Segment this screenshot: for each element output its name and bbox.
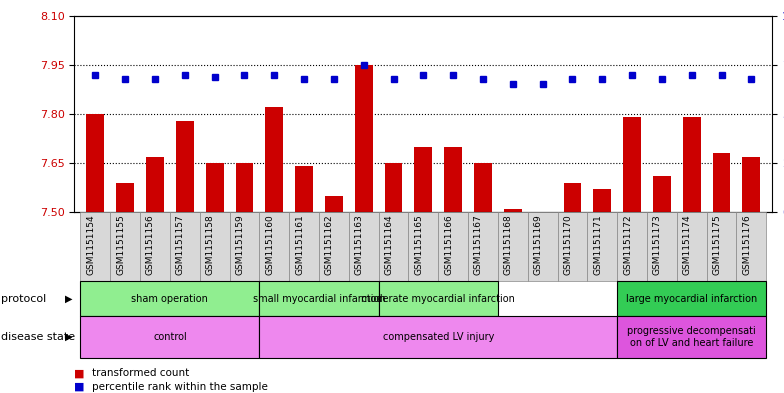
Bar — [468, 212, 498, 281]
Text: GSM1151174: GSM1151174 — [683, 214, 691, 275]
Bar — [116, 183, 134, 212]
Bar — [260, 316, 617, 358]
Bar — [706, 212, 736, 281]
Bar — [176, 121, 194, 212]
Bar — [498, 212, 528, 281]
Text: percentile rank within the sample: percentile rank within the sample — [92, 382, 267, 392]
Bar — [146, 156, 164, 212]
Text: GSM1151173: GSM1151173 — [653, 214, 662, 275]
Bar — [265, 107, 283, 212]
Bar — [170, 212, 200, 281]
Text: GSM1151175: GSM1151175 — [713, 214, 721, 275]
Bar — [385, 163, 402, 212]
Text: GSM1151157: GSM1151157 — [176, 214, 185, 275]
Bar — [713, 153, 731, 212]
Text: sham operation: sham operation — [132, 294, 209, 304]
Bar — [677, 212, 706, 281]
Text: progressive decompensati
on of LV and heart failure: progressive decompensati on of LV and he… — [627, 326, 756, 348]
Text: GSM1151163: GSM1151163 — [354, 214, 364, 275]
Text: disease state: disease state — [1, 332, 75, 342]
Bar — [205, 163, 223, 212]
Text: GSM1151167: GSM1151167 — [474, 214, 483, 275]
Text: GSM1151154: GSM1151154 — [86, 214, 96, 275]
Bar — [653, 176, 671, 212]
Bar — [736, 212, 766, 281]
Bar — [81, 316, 260, 358]
Text: moderate myocardial infarction: moderate myocardial infarction — [361, 294, 515, 304]
Text: large myocardial infarction: large myocardial infarction — [626, 294, 757, 304]
Bar — [564, 183, 582, 212]
Text: control: control — [153, 332, 187, 342]
Text: transformed count: transformed count — [92, 368, 189, 378]
Bar — [379, 281, 498, 316]
Text: GSM1151165: GSM1151165 — [415, 214, 423, 275]
Text: GSM1151170: GSM1151170 — [564, 214, 572, 275]
Bar — [260, 281, 379, 316]
Text: GSM1151172: GSM1151172 — [623, 214, 632, 275]
Bar — [349, 212, 379, 281]
Text: GSM1151159: GSM1151159 — [235, 214, 245, 275]
Bar — [528, 212, 557, 281]
Text: GSM1151168: GSM1151168 — [504, 214, 513, 275]
Text: GSM1151171: GSM1151171 — [593, 214, 602, 275]
Bar — [504, 209, 522, 212]
Bar — [587, 212, 617, 281]
Text: compensated LV injury: compensated LV injury — [383, 332, 494, 342]
Text: ▶: ▶ — [65, 332, 73, 342]
Bar — [593, 189, 612, 212]
Bar — [86, 114, 104, 212]
Bar — [438, 212, 468, 281]
Bar — [140, 212, 170, 281]
Bar — [355, 65, 372, 212]
Bar — [647, 212, 677, 281]
Bar — [325, 196, 343, 212]
Bar — [319, 212, 349, 281]
Text: GSM1151155: GSM1151155 — [116, 214, 125, 275]
Bar — [230, 212, 260, 281]
Text: GSM1151166: GSM1151166 — [445, 214, 453, 275]
Text: GSM1151164: GSM1151164 — [384, 214, 394, 275]
Text: GSM1151160: GSM1151160 — [265, 214, 274, 275]
Bar — [81, 281, 260, 316]
Bar — [683, 117, 701, 212]
Bar — [289, 212, 319, 281]
Text: GSM1151156: GSM1151156 — [146, 214, 155, 275]
Bar — [474, 163, 492, 212]
Text: small myocardial infarction: small myocardial infarction — [252, 294, 385, 304]
Text: protocol: protocol — [1, 294, 46, 304]
Bar — [379, 212, 408, 281]
Bar — [742, 156, 760, 212]
Text: ■: ■ — [74, 382, 89, 392]
Bar — [295, 166, 313, 212]
Bar — [617, 316, 766, 358]
Text: GSM1151169: GSM1151169 — [534, 214, 543, 275]
Bar — [415, 147, 432, 212]
Bar — [617, 212, 647, 281]
Bar — [235, 163, 253, 212]
Bar — [617, 281, 766, 316]
Bar — [111, 212, 140, 281]
Text: GSM1151161: GSM1151161 — [295, 214, 304, 275]
Text: GSM1151158: GSM1151158 — [205, 214, 215, 275]
Bar — [623, 117, 641, 212]
Bar — [200, 212, 230, 281]
Text: GSM1151176: GSM1151176 — [742, 214, 751, 275]
Bar — [445, 147, 462, 212]
Text: ▶: ▶ — [65, 294, 73, 304]
Text: ■: ■ — [74, 368, 89, 378]
Bar — [260, 212, 289, 281]
Text: GSM1151162: GSM1151162 — [325, 214, 334, 275]
Bar — [81, 212, 111, 281]
Bar — [557, 212, 587, 281]
Bar — [408, 212, 438, 281]
